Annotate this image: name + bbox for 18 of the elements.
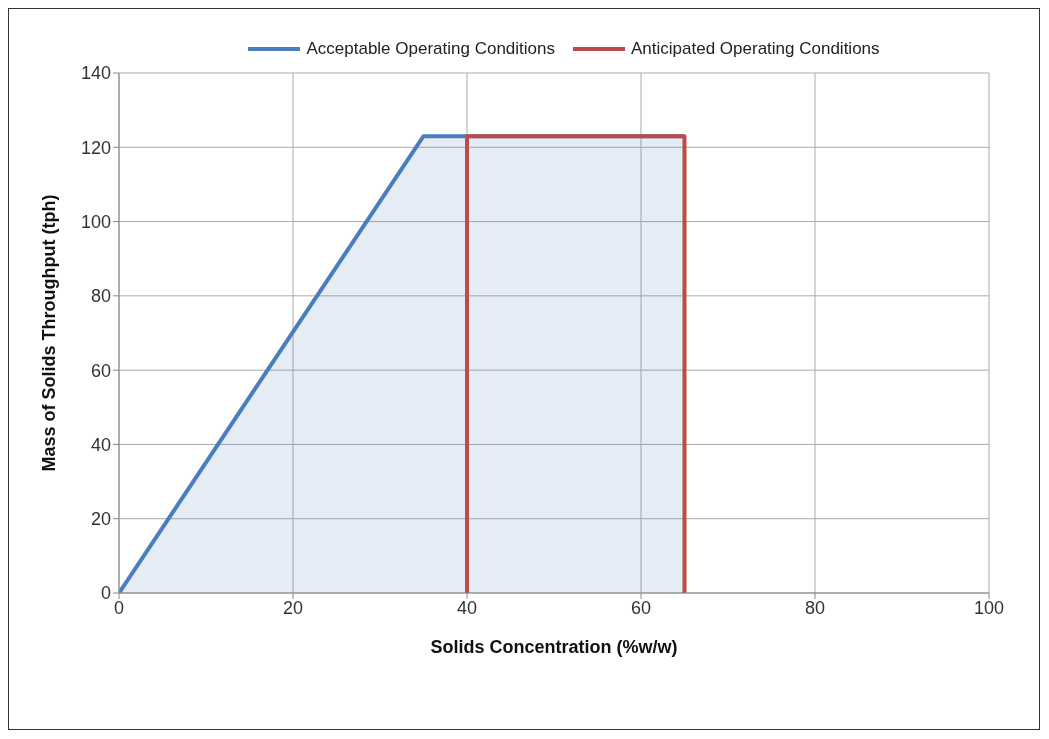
- y-tick-label: 80: [90, 286, 111, 307]
- y-tick-label: 40: [90, 434, 111, 455]
- x-tick-label: 60: [630, 597, 652, 618]
- x-tick-label: 80: [804, 597, 826, 618]
- y-axis-title: Mass of Solids Throughput (tph): [39, 194, 60, 472]
- legend-label: Anticipated Operating Conditions: [631, 39, 880, 59]
- y-tick-label: 140: [80, 63, 111, 84]
- y-tick-label: 100: [80, 211, 111, 232]
- x-tick-label: 0: [113, 597, 125, 618]
- y-tick-label: 20: [90, 509, 111, 530]
- y-tick-label: 120: [80, 137, 111, 158]
- x-tick-label: 40: [456, 597, 478, 618]
- x-tick-label: 100: [973, 597, 1005, 618]
- legend-label: Acceptable Operating Conditions: [306, 39, 555, 59]
- y-tick-label: 0: [100, 583, 111, 604]
- x-axis-title: Solids Concentration (%w/w): [430, 637, 678, 657]
- x-tick-label: 20: [282, 597, 304, 618]
- y-tick-label: 60: [90, 360, 111, 381]
